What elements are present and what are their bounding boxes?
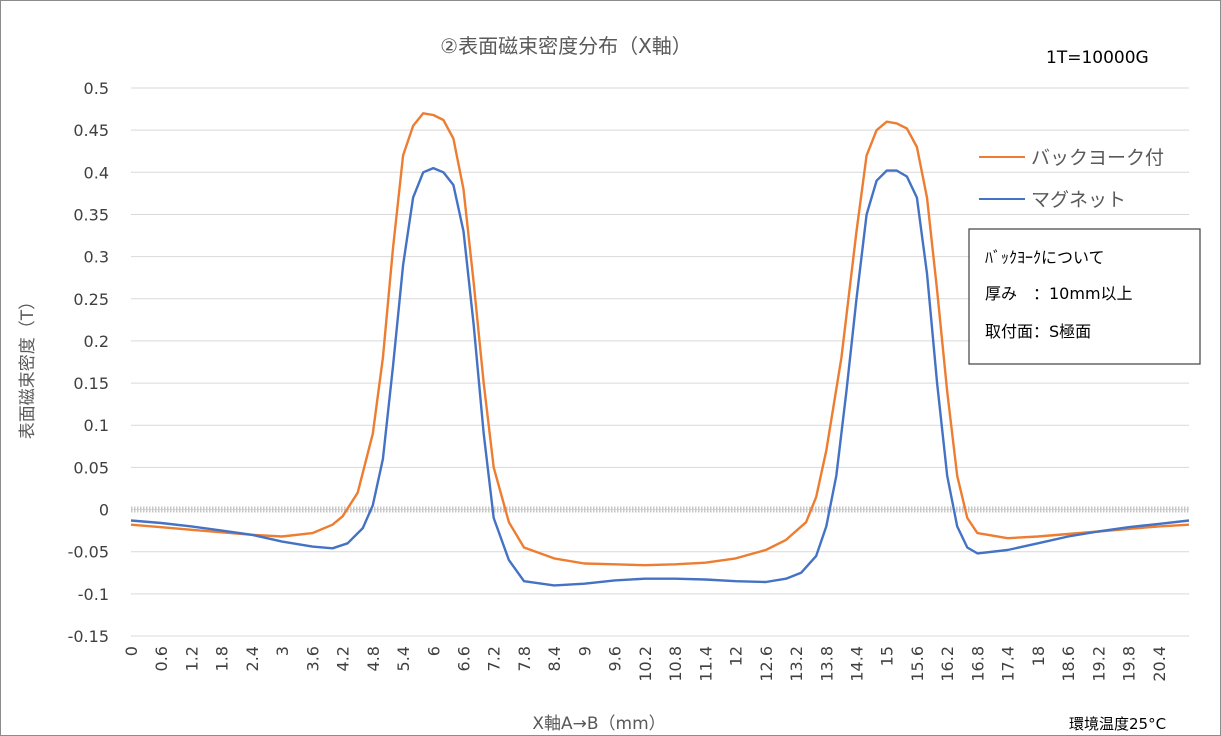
x-tick-label: 13.2 bbox=[787, 646, 806, 682]
x-tick-label: 6 bbox=[424, 646, 443, 656]
x-tick-label: 6.6 bbox=[455, 646, 474, 671]
x-tick-label: 0.6 bbox=[152, 646, 171, 671]
y-tick-label: -0.15 bbox=[68, 627, 109, 646]
series-line-magnet bbox=[130, 166, 1190, 587]
x-tick-label: 7.2 bbox=[485, 646, 504, 671]
x-tick-label: 18 bbox=[1029, 646, 1048, 666]
x-tick-label: 10.8 bbox=[666, 646, 685, 682]
series-layer bbox=[130, 112, 1190, 587]
y-tick-label: -0.1 bbox=[78, 585, 109, 604]
y-tick-label: 0.45 bbox=[73, 121, 109, 140]
y-axis-title: 表面磁束密度（T） bbox=[18, 293, 38, 439]
temperature-note: 環境温度25°C bbox=[1069, 715, 1166, 733]
x-axis-title: X軸A→B（mm） bbox=[532, 714, 665, 734]
legend-label-backyoke: バックヨーク付 bbox=[1031, 147, 1164, 169]
x-tick-label: 8.4 bbox=[545, 646, 564, 671]
x-tick-label: 7.8 bbox=[515, 646, 534, 671]
x-tick-label: 12.6 bbox=[757, 646, 776, 682]
x-tick-label: 5.4 bbox=[394, 646, 413, 671]
x-axis-ticks: 0 0.6 1.2 1.8 2.4 3 3.6 4.2 4.8 5.4 6 6.6 7.2 7.8 8.4 9… bbox=[122, 646, 1169, 682]
x-tick-label: 19.2 bbox=[1089, 646, 1108, 682]
x-tick-label: 9 bbox=[575, 646, 594, 656]
series-line-backyoke bbox=[130, 112, 1190, 567]
back-yoke-info-box: ﾊﾞｯｸﾖｰｸについて 厚み ：10mm以上 取付面：S極面 bbox=[968, 228, 1201, 365]
x-tick-label: 2.4 bbox=[243, 646, 262, 671]
y-tick-label: 0.1 bbox=[84, 416, 109, 435]
x-tick-label: 1.2 bbox=[182, 646, 201, 671]
y-tick-label: -0.05 bbox=[68, 543, 109, 562]
x-tick-label: 19.8 bbox=[1120, 646, 1139, 682]
x-tick-label: 1.8 bbox=[213, 646, 232, 671]
x-tick-label: 15 bbox=[878, 646, 897, 666]
y-tick-label: 0.05 bbox=[73, 458, 109, 477]
x-tick-label: 17.4 bbox=[999, 646, 1018, 682]
unit-note: 1T=10000G bbox=[1046, 48, 1149, 68]
info-mounting-face: 取付面：S極面 bbox=[985, 322, 1091, 341]
x-tick-label: 4.2 bbox=[334, 646, 353, 671]
x-tick-label: 3.6 bbox=[303, 646, 322, 671]
y-tick-label: 0.5 bbox=[84, 79, 109, 98]
gridlines bbox=[131, 87, 1189, 637]
x-tick-label: 20.4 bbox=[1150, 646, 1169, 682]
x-tick-label: 13.8 bbox=[817, 646, 836, 682]
x-tick-label: 3 bbox=[273, 646, 292, 656]
y-axis-ticks: 0.5 0.45 0.4 0.35 0.3 0.25 0.2 0.15 0.1 0.05 0 -0.0… bbox=[68, 79, 109, 646]
legend-label-magnet: マグネット bbox=[1031, 189, 1126, 211]
y-tick-label: 0.3 bbox=[84, 248, 109, 267]
x-tick-label: 11.4 bbox=[696, 646, 715, 682]
y-tick-label: 0.15 bbox=[73, 374, 109, 393]
x-tick-label: 15.6 bbox=[908, 646, 927, 682]
x-tick-label: 16.2 bbox=[938, 646, 957, 682]
y-tick-label: 0.2 bbox=[84, 332, 109, 351]
x-tick-label: 0 bbox=[122, 646, 141, 656]
info-thickness: 厚み ：10mm以上 bbox=[985, 284, 1133, 303]
x-tick-label: 14.4 bbox=[847, 646, 866, 682]
x-tick-label: 12 bbox=[727, 646, 746, 666]
y-tick-label: 0.4 bbox=[84, 163, 109, 182]
x-tick-label: 18.6 bbox=[1059, 646, 1078, 682]
x-tick-label: 4.8 bbox=[364, 646, 383, 671]
info-heading: ﾊﾞｯｸﾖｰｸについて bbox=[985, 248, 1105, 267]
y-tick-label: 0 bbox=[99, 501, 109, 520]
x-tick-label: 10.2 bbox=[636, 646, 655, 682]
x-tick-label: 9.6 bbox=[606, 646, 625, 671]
y-tick-label: 0.35 bbox=[73, 205, 109, 224]
x-tick-label: 16.8 bbox=[968, 646, 987, 682]
legend: バックヨーク付 マグネット bbox=[979, 147, 1164, 211]
chart-title: ②表面磁束密度分布（X軸） bbox=[440, 34, 692, 58]
y-tick-label: 0.25 bbox=[73, 290, 109, 309]
